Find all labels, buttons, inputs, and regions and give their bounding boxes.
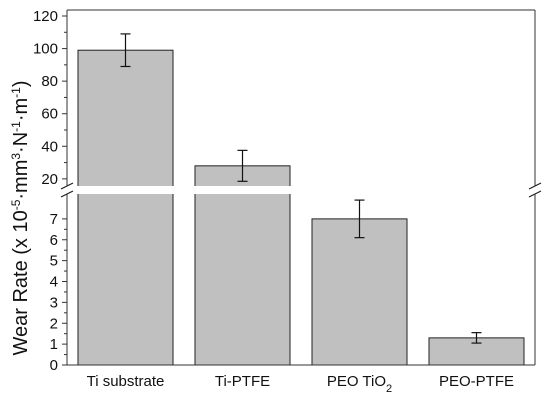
y-ticks-layer: 0 1 2 3 4 5 6 7 20 40 60 80 100 120 — [33, 8, 67, 374]
error-bars-layer — [120, 33, 482, 344]
bar-2 — [311, 218, 408, 366]
y-tick-label-upper-4: 100 — [33, 41, 58, 58]
y-tick-label-upper-3: 80 — [41, 73, 58, 90]
bars-layer — [77, 49, 525, 366]
bar-0 — [77, 49, 174, 366]
y-axis-label-text: Wear Rate (x 10-5·mm3·N-1·m-1) — [9, 80, 32, 355]
y-tick-label-upper-0: 20 — [41, 171, 58, 188]
y-tick-label-lower-5: 5 — [50, 253, 58, 270]
x-labels-layer: Ti substrate Ti-PTFE PEO TiO2 PEO-PTFE — [87, 373, 514, 395]
bar-1 — [194, 165, 291, 366]
y-tick-label-lower-2: 2 — [50, 315, 58, 332]
y-tick-label-lower-3: 3 — [50, 294, 58, 311]
y-tick-label-upper-1: 40 — [41, 138, 58, 155]
y-tick-label-lower-6: 6 — [50, 232, 58, 249]
y-axis-label: Wear Rate (x 10-5·mm3·N-1·m-1) — [9, 80, 32, 355]
axis-break-band — [63, 186, 539, 194]
axes-layer — [66, 9, 536, 366]
x-tick-label-2: PEO TiO2 — [327, 373, 392, 395]
x-tick-label-0: Ti substrate — [87, 373, 165, 390]
y-tick-label-lower-7: 7 — [50, 211, 58, 228]
y-tick-label-upper-5: 120 — [33, 8, 58, 25]
y-tick-label-lower-1: 1 — [50, 336, 58, 353]
y-tick-label-lower-4: 4 — [50, 274, 58, 291]
y-tick-label-upper-2: 60 — [41, 106, 58, 123]
y-tick-label-lower-0: 0 — [50, 357, 58, 374]
x-tick-label-1: Ti-PTFE — [215, 373, 270, 390]
x-tick-label-3: PEO-PTFE — [439, 373, 514, 390]
